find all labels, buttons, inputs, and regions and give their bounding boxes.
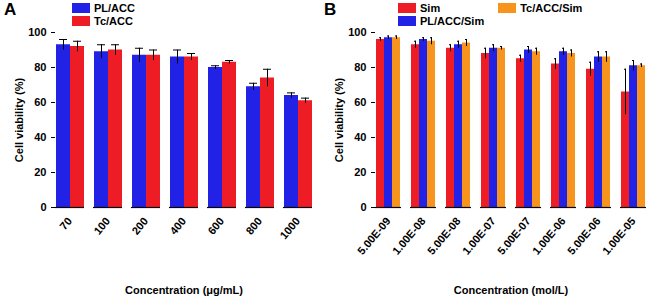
svg-text:20: 20 [354, 166, 366, 178]
svg-text:40: 40 [354, 131, 366, 143]
svg-text:5.00E-06: 5.00E-06 [565, 215, 603, 257]
svg-text:0: 0 [360, 201, 366, 213]
svg-text:Concentration (mol/L): Concentration (mol/L) [454, 284, 569, 296]
svg-text:0: 0 [40, 201, 46, 213]
svg-text:1.00E-08: 1.00E-08 [390, 215, 428, 257]
svg-text:1.00E-05: 1.00E-05 [600, 215, 638, 257]
html-text:Sim: Sim [420, 2, 441, 14]
svg-text:800: 800 [243, 215, 264, 237]
html-text:Tc/ACC: Tc/ACC [94, 15, 133, 27]
html-text:PL/ACC: PL/ACC [94, 2, 135, 14]
html-text:A: A [4, 0, 17, 19]
svg-text:80: 80 [34, 61, 46, 73]
svg-text:60: 60 [354, 96, 366, 108]
svg-text:5.00E-08: 5.00E-08 [425, 215, 463, 257]
svg-text:80: 80 [354, 61, 366, 73]
svg-text:Cell viability (%): Cell viability (%) [13, 77, 25, 162]
svg-text:1000: 1000 [277, 215, 302, 241]
svg-text:40: 40 [34, 131, 46, 143]
svg-text:20: 20 [34, 166, 46, 178]
svg-text:400: 400 [167, 215, 188, 237]
svg-text:100: 100 [91, 215, 112, 237]
svg-text:200: 200 [129, 215, 150, 237]
svg-text:100: 100 [28, 26, 46, 38]
svg-text:1.00E-07: 1.00E-07 [460, 215, 498, 257]
svg-text:Cell viability (%): Cell viability (%) [333, 77, 345, 162]
svg-text:5.00E-09: 5.00E-09 [355, 215, 393, 257]
html-text:Tc/ACC/Sim: Tc/ACC/Sim [520, 2, 583, 14]
svg-text:600: 600 [205, 215, 226, 237]
svg-text:Concentration (μg/mL): Concentration (μg/mL) [125, 284, 243, 296]
svg-text:70: 70 [57, 215, 74, 232]
svg-text:1.00E-06: 1.00E-06 [530, 215, 568, 257]
svg-text:60: 60 [34, 96, 46, 108]
svg-text:100: 100 [348, 26, 366, 38]
svg-text:5.00E-07: 5.00E-07 [495, 215, 533, 257]
html-text:PL/ACC/Sim: PL/ACC/Sim [420, 15, 485, 27]
html-text:B: B [324, 0, 337, 19]
